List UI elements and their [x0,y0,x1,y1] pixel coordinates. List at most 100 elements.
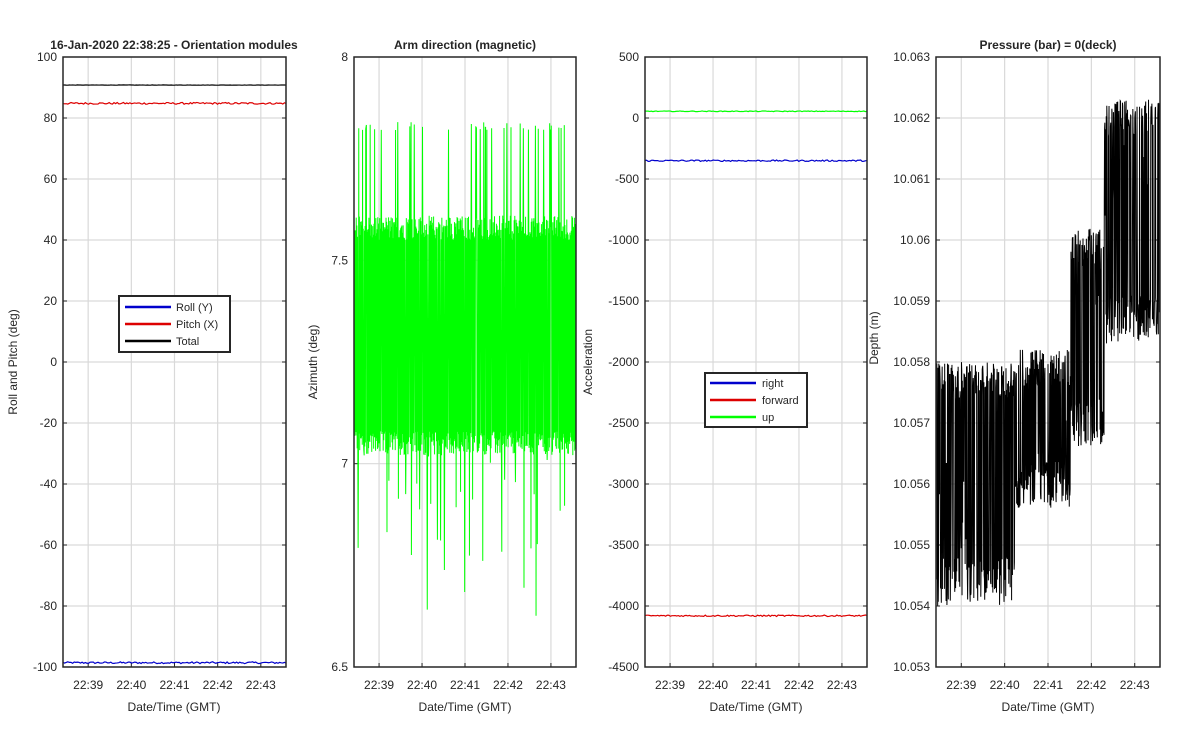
panel2-frame [353,56,577,668]
panel4-series [935,99,1161,606]
legend-label-roll: Roll (Y) [176,302,213,314]
x-tick-label: 22:40 [698,678,728,692]
x-tick-label: 22:42 [493,678,523,692]
y-tick-label: 10.054 [893,599,930,613]
panel-pressure: Pressure (bar) = 0(deck) 10.063 10.062 10.… [867,38,1161,714]
y-tick-label: 10.055 [893,538,930,552]
panel1-title: 16-Jan-2020 22:38:25 - Orientation modul… [50,38,298,52]
y-tick-label: 10.063 [893,50,930,64]
y-tick-label: -100 [33,660,57,674]
x-tick-label: 22:39 [946,678,976,692]
series-line-roll-y [62,661,287,665]
legend-label-forward: forward [762,395,799,407]
y-tick-label: -3000 [608,477,639,491]
y-tick-label: 7.5 [331,253,348,267]
y-tick-label: 10.062 [893,111,930,125]
x-tick-label: 22:41 [450,678,480,692]
y-tick-label: 10.053 [893,660,930,674]
y-tick-label: 6.5 [331,660,348,674]
y-tick-label: 10.06 [900,233,930,247]
legend-label-up: up [762,412,774,424]
y-tick-label: -3500 [608,538,639,552]
panel3-series [644,110,868,618]
y-tick-label: -4000 [608,599,639,613]
y-tick-label: -1000 [608,233,639,247]
y-tick-label: -2500 [608,416,639,430]
panel1-legend: Roll (Y) Pitch (X) Total [118,295,231,353]
y-tick-label: 10.059 [893,294,930,308]
series-line-azimuth [353,122,577,616]
panel3-x-tick-labels: 22:39 22:40 22:41 22:42 22:43 [655,678,857,692]
y-tick-label: 0 [632,111,639,125]
panel3-xlabel: Date/Time (GMT) [710,700,803,714]
x-tick-label: 22:39 [364,678,394,692]
x-tick-label: 22:43 [536,678,566,692]
x-tick-label: 22:40 [407,678,437,692]
x-tick-label: 22:39 [73,678,103,692]
y-tick-label: 10.061 [893,172,930,186]
y-tick-label: 7 [341,457,348,471]
x-tick-label: 22:42 [784,678,814,692]
series-line-up [644,110,868,113]
panel1-legend-box [118,295,231,353]
y-tick-label: 0 [50,355,57,369]
panel4-title: Pressure (bar) = 0(deck) [979,38,1116,52]
panel2-title: Arm direction (magnetic) [394,38,536,52]
y-tick-label: -40 [40,477,58,491]
x-tick-label: 22:40 [116,678,146,692]
y-tick-label: 10.056 [893,477,930,491]
y-tick-label: 10.057 [893,416,930,430]
panel-orientation: 16-Jan-2020 22:38:25 - Orientation modul… [6,38,298,714]
panel2-xlabel: Date/Time (GMT) [419,700,512,714]
y-tick-label: -4500 [608,660,639,674]
y-tick-label: -60 [40,538,58,552]
panel1-x-tick-labels: 22:39 22:40 22:41 22:42 22:43 [73,678,276,692]
x-tick-label: 22:43 [1120,678,1150,692]
y-tick-label: -80 [40,599,58,613]
y-tick-label: 500 [619,50,639,64]
panel4-xlabel: Date/Time (GMT) [1002,700,1095,714]
y-tick-label: 40 [44,233,58,247]
x-tick-label: 22:39 [655,678,685,692]
x-tick-label: 22:43 [246,678,276,692]
panel4-ylabel: Depth (m) [867,311,881,364]
x-tick-label: 22:43 [827,678,857,692]
x-tick-label: 22:40 [990,678,1020,692]
x-tick-label: 22:42 [1076,678,1106,692]
x-tick-label: 22:42 [203,678,233,692]
y-tick-label: 100 [37,50,57,64]
series-line-forward [644,614,868,618]
y-tick-label: -20 [40,416,58,430]
panel-arm-direction: Arm direction (magnetic) 87.576.5 22:39 2… [306,38,577,714]
panel1-ylabel: Roll and Pitch (deg) [6,309,20,414]
legend-label-total: Total [176,336,199,348]
y-tick-label: 8 [341,50,348,64]
y-tick-label: 20 [44,294,58,308]
panel1-xlabel: Date/Time (GMT) [128,700,221,714]
panel2-series [353,122,577,616]
panel3-frame [644,56,868,668]
legend-label-right: right [762,378,783,390]
series-line-right [644,159,868,163]
panel3-ylabel: Acceleration [581,329,595,395]
series-line-pitch-x [62,101,287,105]
panel1-series [62,84,287,665]
x-tick-label: 22:41 [1033,678,1063,692]
panel2-x-tick-labels: 22:39 22:40 22:41 22:42 22:43 [364,678,566,692]
panel3-legend: right forward up [704,372,808,428]
series-line-depth [935,99,1161,606]
x-tick-label: 22:41 [159,678,189,692]
y-tick-label: 60 [44,172,58,186]
y-tick-label: -1500 [608,294,639,308]
y-tick-label: 80 [44,111,58,125]
panel4-y-tick-labels: 10.063 10.062 10.061 10.06 10.059 10.058 10.05… [893,50,930,674]
y-tick-label: -500 [615,172,639,186]
panel3-y-tick-labels: 500 0 -500 -1000 -1500 -2000 -2500 -3000 -3500 -4… [608,50,639,674]
panel-acceleration: 500 0 -500 -1000 -1500 -2000 -2500 -3000 -3500 -4… [581,50,868,714]
x-tick-label: 22:41 [741,678,771,692]
panel2-ylabel: Azimuth (deg) [306,325,320,400]
panel4-x-tick-labels: 22:39 22:40 22:41 22:42 22:43 [946,678,1150,692]
panel1-y-tick-labels: 100 80 60 40 20 0 -20 -40 -60 -80 -100 [33,50,57,674]
panel1-frame [62,56,287,668]
legend-label-pitch: Pitch (X) [176,319,218,331]
